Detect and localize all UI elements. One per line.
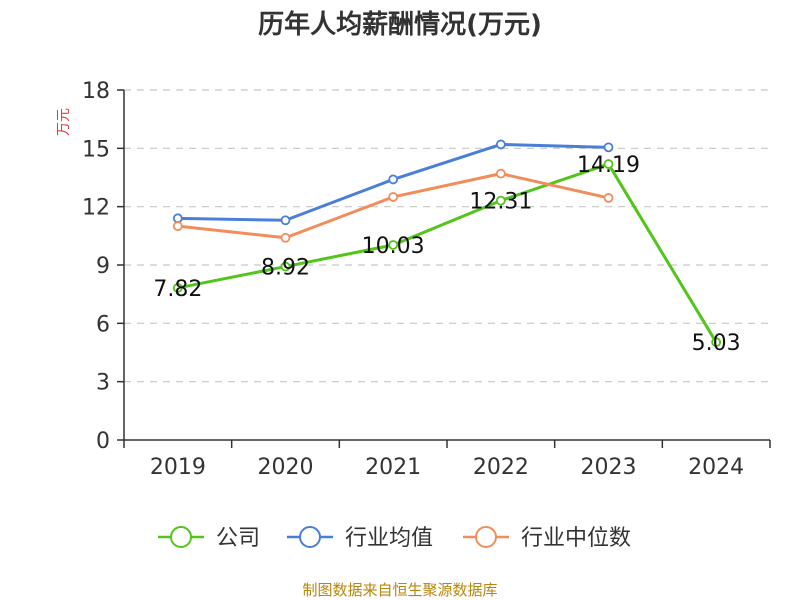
data-point: [495, 168, 506, 179]
data-label: 5.03: [692, 331, 741, 356]
x-tick-label: 2023: [581, 455, 637, 480]
legend-label: 行业均值: [345, 526, 433, 551]
data-point: [280, 215, 291, 226]
legend-label: 公司: [216, 526, 260, 551]
legend-label: 行业中位数: [521, 526, 631, 551]
axes: 0 3 6 9 12 15 18 2019 2020 2021 2022 2023 2024: [82, 79, 771, 480]
x-tick-label: 2022: [473, 455, 529, 480]
y-tick-label: 9: [96, 254, 110, 279]
series-lines: [172, 139, 722, 348]
data-label: 14.19: [577, 153, 640, 178]
legend-item-2[interactable]: 行业中位数: [463, 526, 631, 551]
y-tick-label: 12: [82, 196, 110, 221]
data-label: 10.03: [362, 234, 425, 259]
data-labels: 7.82 8.92 10.03 12.31 14.19 5.03: [153, 153, 740, 356]
data-point: [172, 283, 183, 293]
data-point: [172, 213, 183, 224]
x-tick-label: 2020: [258, 455, 314, 480]
y-tick-label: 0: [96, 429, 110, 454]
data-point: [172, 221, 183, 232]
y-tick-label: 6: [96, 312, 110, 337]
y-tick-label: 3: [96, 371, 110, 396]
chart-title: 历年人均薪酬情况(万元): [258, 9, 542, 40]
legend-marker-icon: [299, 526, 321, 548]
data-point: [603, 142, 614, 153]
x-tick-label: 2024: [688, 455, 744, 480]
x-tick-label: 2021: [365, 455, 421, 480]
data-label: 12.31: [469, 190, 532, 215]
y-tick-label: 15: [82, 137, 110, 162]
data-label: 8.92: [261, 256, 310, 281]
source-note: 制图数据来自恒生聚源数据库: [302, 581, 497, 599]
legend[interactable]: 公司 行业均值 行业中位数: [158, 526, 631, 551]
data-point: [388, 192, 399, 202]
legend-item-0[interactable]: 公司: [158, 526, 260, 551]
data-point: [495, 139, 506, 150]
data-point: [711, 337, 722, 348]
legend-marker-icon: [170, 526, 192, 548]
series-line-0: [177, 162, 718, 343]
data-point: [280, 261, 291, 272]
grid-lines: [124, 89, 770, 383]
data-point: [603, 159, 614, 169]
data-point: [388, 174, 399, 185]
y-axis-label: 万元: [56, 108, 72, 136]
data-point: [280, 232, 291, 243]
legend-item-1[interactable]: 行业均值: [287, 526, 433, 551]
data-label: 7.82: [153, 277, 202, 302]
y-tick-label: 18: [82, 79, 110, 104]
data-point: [603, 193, 614, 203]
data-point: [495, 195, 506, 206]
data-point: [388, 240, 399, 250]
legend-marker-icon: [475, 526, 497, 548]
x-tick-label: 2019: [150, 455, 206, 480]
